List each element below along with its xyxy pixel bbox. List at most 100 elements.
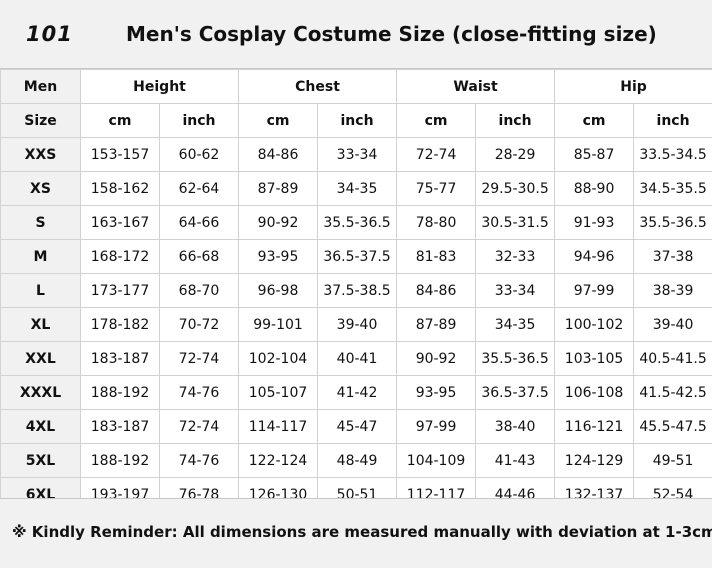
- unit-hip-cm: cm: [554, 103, 635, 138]
- table-cell: 32-33: [475, 239, 556, 274]
- table-cell: 28-29: [475, 137, 556, 172]
- table-cell: 96-98: [238, 273, 319, 308]
- table-cell: 60-62: [158, 137, 240, 172]
- table-row: S 163-167 64-66 90-92 35.5-36.5 78-80 30.5-31.…: [0, 205, 712, 240]
- table-cell: 74-76: [158, 443, 240, 478]
- unit-waist-inch: inch: [475, 103, 556, 138]
- table-cell: 41-42: [317, 375, 398, 410]
- size-table: Men Height Chest Waist Hip Size cm inch …: [0, 69, 712, 512]
- size-label: L: [0, 273, 81, 308]
- table-cell: 33-34: [317, 137, 398, 172]
- table-cell: 35.5-36.5: [475, 341, 556, 376]
- table-cell: 100-102: [554, 307, 635, 342]
- table-cell: 70-72: [158, 307, 240, 342]
- unit-hip-inch: inch: [633, 103, 712, 138]
- table-cell: 116-121: [554, 409, 635, 444]
- brand-logo: 101: [26, 22, 73, 46]
- table-cell: 35.5-36.5: [317, 205, 398, 240]
- table-cell: 178-182: [80, 307, 160, 342]
- unit-chest-inch: inch: [317, 103, 398, 138]
- table-cell: 88-90: [554, 171, 635, 206]
- size-rows: XXS 153-157 60-62 84-86 33-34 72-74 28-29 85-87…: [0, 137, 712, 512]
- table-cell: 39-40: [317, 307, 398, 342]
- table-cell: 81-83: [396, 239, 477, 274]
- table-cell: 188-192: [80, 375, 160, 410]
- table-cell: 35.5-36.5: [633, 205, 712, 240]
- table-cell: 93-95: [238, 239, 319, 274]
- header-height: Height: [79, 69, 240, 104]
- table-cell: 66-68: [158, 239, 240, 274]
- table-cell: 62-64: [158, 171, 240, 206]
- table-cell: 39-40: [633, 307, 712, 342]
- unit-waist-cm: cm: [396, 103, 477, 138]
- table-cell: 38-39: [633, 273, 712, 308]
- table-cell: 34-35: [475, 307, 556, 342]
- table-cell: 158-162: [80, 171, 160, 206]
- chart-header: 101 Men's Cosplay Costume Size (close-fi…: [0, 0, 712, 69]
- table-cell: 78-80: [396, 205, 477, 240]
- size-label: XXS: [0, 137, 81, 172]
- table-cell: 45-47: [317, 409, 398, 444]
- table-cell: 40-41: [317, 341, 398, 376]
- group-header-row: Men Height Chest Waist Hip: [0, 69, 712, 104]
- table-cell: 94-96: [554, 239, 635, 274]
- table-cell: 48-49: [317, 443, 398, 478]
- table-cell: 49-51: [633, 443, 712, 478]
- table-cell: 72-74: [396, 137, 477, 172]
- table-cell: 124-129: [554, 443, 635, 478]
- table-cell: 105-107: [238, 375, 319, 410]
- table-row: 5XL 188-192 74-76 122-124 48-49 104-109 41-43 1…: [0, 443, 712, 478]
- table-cell: 99-101: [238, 307, 319, 342]
- size-label: XL: [0, 307, 81, 342]
- table-cell: 90-92: [238, 205, 319, 240]
- table-cell: 34-35: [317, 171, 398, 206]
- chart-title: Men's Cosplay Costume Size (close-fittin…: [126, 22, 657, 46]
- table-cell: 188-192: [80, 443, 160, 478]
- size-label: 5XL: [0, 443, 81, 478]
- table-cell: 68-70: [158, 273, 240, 308]
- size-label: XXL: [0, 341, 81, 376]
- unit-height-cm: cm: [80, 103, 160, 138]
- unit-header-row: Size cm inch cm inch cm inch cm inch: [0, 103, 712, 138]
- table-row: M 168-172 66-68 93-95 36.5-37.5 81-83 32-33 94-…: [0, 239, 712, 274]
- size-label: XS: [0, 171, 81, 206]
- table-cell: 37-38: [633, 239, 712, 274]
- table-cell: 91-93: [554, 205, 635, 240]
- table-cell: 72-74: [158, 409, 240, 444]
- table-cell: 38-40: [475, 409, 556, 444]
- table-cell: 72-74: [158, 341, 240, 376]
- table-row: XL 178-182 70-72 99-101 39-40 87-89 34-35 100-1…: [0, 307, 712, 342]
- table-cell: 33-34: [475, 273, 556, 308]
- table-cell: 97-99: [554, 273, 635, 308]
- table-row: XXL 183-187 72-74 102-104 40-41 90-92 35.5-36.…: [0, 341, 712, 376]
- table-cell: 84-86: [238, 137, 319, 172]
- table-cell: 173-177: [80, 273, 160, 308]
- table-cell: 34.5-35.5: [633, 171, 712, 206]
- table-cell: 41.5-42.5: [633, 375, 712, 410]
- table-cell: 33.5-34.5: [633, 137, 712, 172]
- table-cell: 104-109: [396, 443, 477, 478]
- kindly-reminder: ※ Kindly Reminder: All dimensions are me…: [12, 523, 712, 541]
- header-waist: Waist: [396, 69, 556, 104]
- unit-chest-cm: cm: [238, 103, 319, 138]
- table-cell: 85-87: [554, 137, 635, 172]
- table-cell: 74-76: [158, 375, 240, 410]
- table-cell: 183-187: [80, 341, 160, 376]
- table-cell: 75-77: [396, 171, 477, 206]
- table-cell: 36.5-37.5: [317, 239, 398, 274]
- table-cell: 93-95: [396, 375, 477, 410]
- table-cell: 30.5-31.5: [475, 205, 556, 240]
- table-row: XS 158-162 62-64 87-89 34-35 75-77 29.5-30.5 88…: [0, 171, 712, 206]
- table-cell: 163-167: [80, 205, 160, 240]
- table-cell: 36.5-37.5: [475, 375, 556, 410]
- header-size: Size: [0, 103, 81, 138]
- unit-height-inch: inch: [158, 103, 240, 138]
- table-cell: 106-108: [554, 375, 635, 410]
- table-cell: 122-124: [238, 443, 319, 478]
- table-cell: 168-172: [80, 239, 160, 274]
- table-cell: 114-117: [238, 409, 319, 444]
- table-row: L 173-177 68-70 96-98 37.5-38.5 84-86 33-34 97-…: [0, 273, 712, 308]
- table-cell: 87-89: [238, 171, 319, 206]
- header-hip: Hip: [554, 69, 712, 104]
